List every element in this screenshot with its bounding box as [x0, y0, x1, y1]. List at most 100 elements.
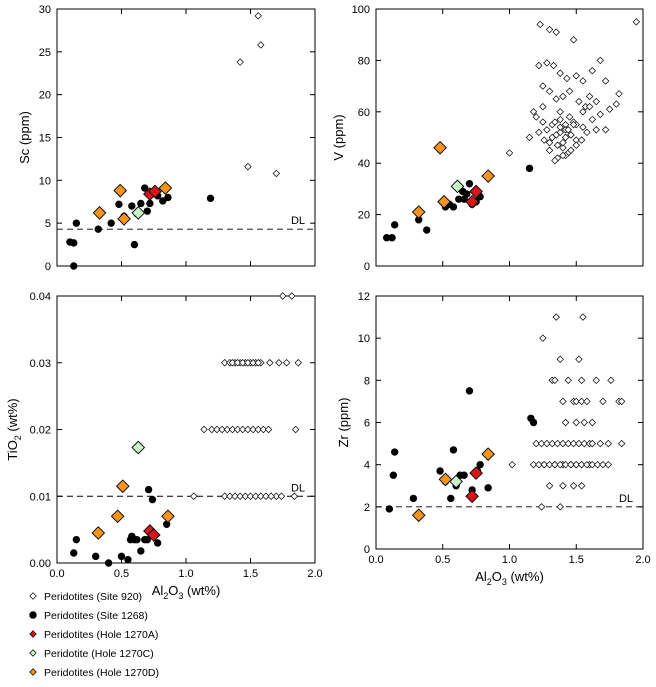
data-point [92, 206, 107, 220]
data-point [267, 492, 275, 500]
data-point [565, 113, 574, 121]
data-point [70, 239, 78, 247]
data-point [553, 141, 562, 149]
data-point [465, 489, 479, 504]
data-point [559, 151, 567, 160]
data-point [143, 207, 151, 215]
data-point [539, 102, 547, 111]
data-point [592, 97, 600, 106]
data-point [588, 418, 596, 427]
data-point [200, 425, 208, 434]
y-tick-label: 5 [45, 218, 51, 230]
data-point [535, 460, 543, 469]
data-point [388, 234, 396, 242]
data-point [257, 41, 265, 49]
x-tick-label: 0.5 [435, 554, 450, 566]
legend-label: Peridotites (Site 1268) [44, 610, 148, 622]
x-axis-label-left: Al2O3 (wt%) [152, 583, 221, 601]
y-tick-label: 0 [364, 544, 370, 556]
legend-entry-hole1270A: Peridotites (Hole 1270A) [29, 629, 158, 641]
data-point [580, 439, 588, 448]
data-point [543, 126, 551, 134]
data-point [460, 471, 468, 479]
data-point [593, 460, 602, 469]
data-point [137, 199, 145, 208]
data-point [115, 200, 123, 209]
data-point [559, 92, 567, 101]
data-point [117, 212, 131, 226]
data-point [244, 162, 252, 171]
series-site920 [508, 313, 626, 511]
data-point [592, 376, 600, 385]
data-point [190, 492, 198, 500]
data-point [599, 397, 607, 406]
data-point [233, 359, 242, 367]
data-point [556, 108, 564, 116]
data-point [588, 460, 596, 469]
data-point [226, 492, 234, 500]
y-tick-label: 0.02 [30, 425, 51, 437]
data-point [556, 355, 564, 363]
series-site1268 [66, 184, 215, 270]
data-point [551, 460, 559, 469]
data-point [596, 56, 604, 65]
data-point [559, 144, 567, 152]
data-point [148, 184, 162, 199]
x-tick-label: 0.5 [114, 568, 129, 580]
y-tick-label: 15 [39, 133, 51, 145]
y-tick-label: 30 [39, 4, 51, 16]
data-point [254, 12, 262, 20]
data-point [91, 552, 100, 561]
data-point [505, 149, 514, 157]
data-point [601, 77, 610, 85]
data-point [465, 194, 479, 209]
y-tick-label: 4 [364, 460, 370, 472]
y-tick-label: 0.04 [30, 291, 51, 303]
data-point [228, 425, 237, 434]
data-point [575, 97, 583, 106]
data-point [585, 92, 594, 101]
detection-limit-label: DL [291, 482, 305, 494]
series-site920 [190, 292, 302, 500]
data-point [551, 118, 559, 126]
series-hole1270C [450, 179, 465, 194]
legend-marker [29, 668, 37, 676]
data-point [275, 359, 283, 367]
y-tick-label: 0 [45, 261, 51, 273]
series-hole1270D [411, 447, 495, 523]
series-hole1270C [131, 440, 146, 455]
data-point [567, 131, 575, 139]
data-point [607, 376, 615, 385]
legend-label: Peridotites (Hole 1270A) [44, 629, 158, 641]
data-point [561, 460, 570, 469]
data-point [272, 492, 280, 500]
data-point [556, 115, 564, 124]
data-point [70, 262, 78, 270]
data-point [161, 509, 175, 524]
data-point [423, 226, 431, 234]
legend-marker [29, 592, 37, 600]
data-point [545, 25, 554, 34]
data-point [449, 446, 458, 454]
panel-zr: 0.0 0.5 1.0 1.5 2.0 0 2 4 6 8 10 12 Zr (ppm) DL [336, 291, 651, 566]
data-point [579, 123, 587, 131]
series-hole1270D [411, 140, 495, 219]
data-point [262, 492, 270, 500]
data-point [543, 59, 551, 67]
data-point [257, 492, 265, 500]
data-point [153, 539, 162, 547]
data-point [565, 87, 574, 95]
data-point [249, 425, 257, 434]
data-point [612, 100, 620, 108]
data-point [561, 133, 570, 142]
data-point [239, 425, 247, 434]
data-point [438, 472, 453, 487]
data-point [249, 359, 257, 367]
data-point [208, 425, 216, 434]
data-point [272, 169, 280, 178]
panel-sc: 0 5 10 15 20 25 30 Sc (ppm) DL [17, 4, 316, 273]
legend-label: Peridotites (Site 920) [44, 591, 142, 603]
data-point [251, 492, 260, 500]
data-point [545, 482, 554, 490]
